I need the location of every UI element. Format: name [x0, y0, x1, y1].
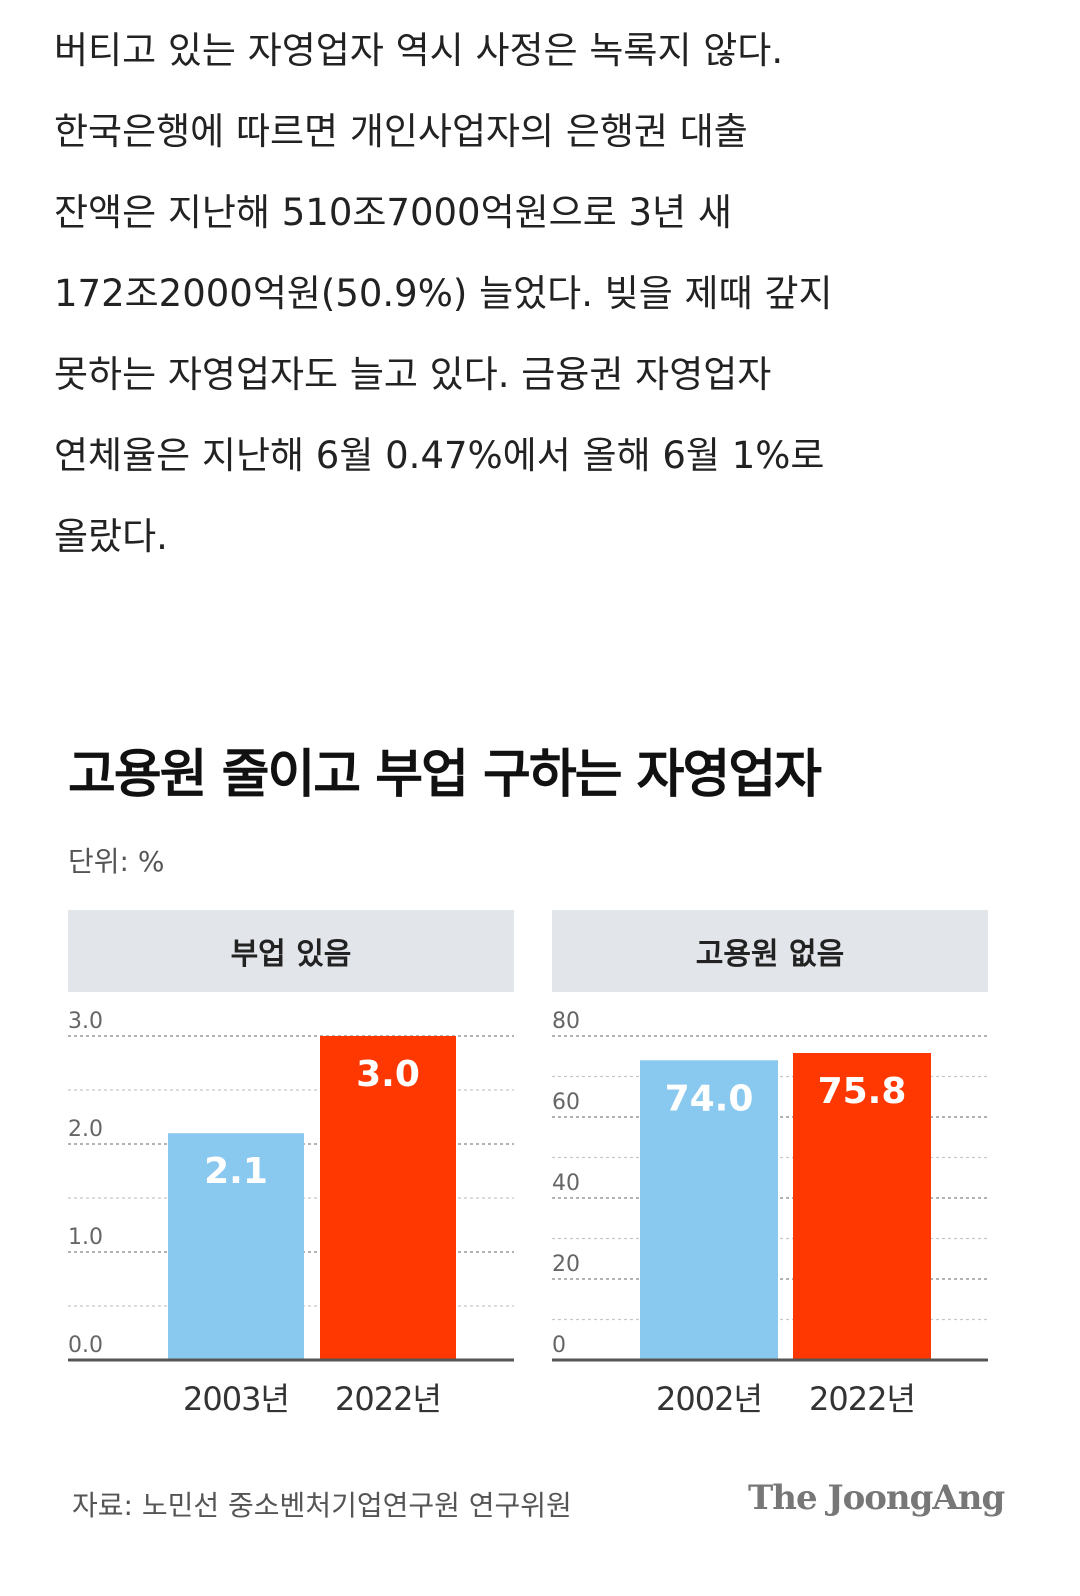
chart-title: 고용원 줄이고 부업 구하는 자영업자 [68, 745, 822, 805]
bar [640, 1060, 778, 1360]
y-tick-label: 2.0 [68, 1117, 103, 1142]
bar-chart-no-employees: 0 20 40 60 80 74.0 2002년 75.8 2022년 [552, 1009, 988, 1418]
data-label: 3.0 [356, 1054, 420, 1095]
article-line: 버티고 있는 자영업자 역시 사정은 녹록지 않다. [54, 29, 784, 72]
article-line: 한국은행에 따르면 개인사업자의 은행권 대출 [54, 110, 748, 153]
y-tick-label: 0 [552, 1333, 566, 1358]
y-tick-label: 40 [552, 1171, 580, 1196]
x-tick-label: 2003년 [183, 1380, 289, 1418]
unit-label: 단위: % [68, 845, 165, 878]
chart-panel-side-job: 부업 있음 0.0 1.0 2.0 3.0 2.1 2003년 3.0 2022년 [68, 910, 514, 1430]
infographic: 고용원 줄이고 부업 구하는 자영업자 단위: % 부업 있음 0.0 1.0 2.… [0, 720, 1080, 1596]
x-tick-label: 2022년 [335, 1380, 441, 1418]
bar [320, 1036, 456, 1360]
bar [168, 1133, 304, 1360]
y-tick-label: 0.0 [68, 1333, 103, 1358]
bar-chart-side-job: 0.0 1.0 2.0 3.0 2.1 2003년 3.0 2022년 [68, 1009, 514, 1418]
article-line: 172조2000억원(50.9%) 늘었다. 빚을 제때 갚지 [54, 272, 833, 315]
y-tick-label: 60 [552, 1090, 580, 1115]
y-tick-label: 80 [552, 1009, 580, 1034]
y-tick-label: 20 [552, 1252, 580, 1277]
data-label: 2.1 [204, 1151, 268, 1192]
x-tick-label: 2002년 [656, 1380, 762, 1418]
y-tick-label: 1.0 [68, 1225, 103, 1250]
brand-logo: The JoongAng [748, 1478, 1005, 1518]
article-line: 올랐다. [54, 515, 168, 558]
article-text: 버티고 있는 자영업자 역시 사정은 녹록지 않다. 한국은행에 따르면 개인사… [54, 10, 1034, 577]
y-tick-label: 3.0 [68, 1009, 103, 1034]
article-line: 못하는 자영업자도 늘고 있다. 금융권 자영업자 [54, 353, 772, 396]
chart-panel-no-employees: 고용원 없음 0 20 40 60 80 74.0 2002년 75.8 2022년 [552, 910, 988, 1430]
data-label: 74.0 [665, 1078, 754, 1119]
data-label: 75.8 [818, 1071, 907, 1112]
bar [793, 1053, 931, 1360]
x-tick-label: 2022년 [809, 1380, 915, 1418]
source-note: 자료: 노민선 중소벤처기업연구원 연구위원 [72, 1489, 572, 1522]
panel-header: 부업 있음 [68, 910, 514, 992]
article-line: 연체율은 지난해 6월 0.47%에서 올해 6월 1%로 [54, 434, 825, 477]
panel-header: 고용원 없음 [552, 910, 988, 992]
article-line: 잔액은 지난해 510조7000억원으로 3년 새 [54, 191, 732, 234]
